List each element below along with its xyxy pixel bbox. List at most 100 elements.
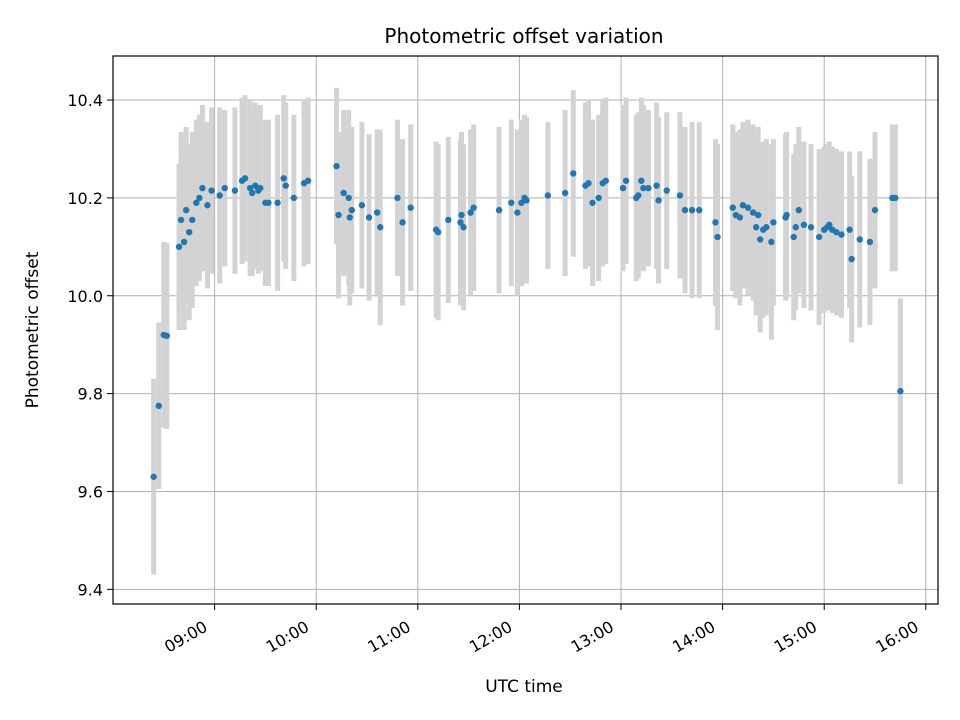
data-point bbox=[155, 402, 162, 410]
data-point bbox=[749, 209, 757, 216]
data-point bbox=[756, 236, 764, 243]
data-point bbox=[163, 332, 171, 340]
data-point bbox=[365, 214, 373, 221]
data-point bbox=[470, 204, 477, 211]
data-point bbox=[752, 224, 760, 231]
data-point bbox=[265, 199, 272, 206]
data-point bbox=[795, 206, 803, 214]
data-point bbox=[688, 206, 696, 214]
data-point bbox=[274, 199, 281, 206]
data-point bbox=[871, 206, 879, 214]
data-point bbox=[807, 224, 815, 231]
data-point bbox=[815, 233, 823, 241]
data-point bbox=[638, 177, 645, 184]
data-point bbox=[846, 226, 853, 233]
data-point bbox=[373, 209, 381, 216]
data-point bbox=[290, 194, 298, 202]
data-point bbox=[768, 238, 775, 246]
data-point bbox=[800, 221, 808, 229]
data-point bbox=[399, 219, 406, 226]
data-point bbox=[739, 202, 747, 209]
data-point bbox=[180, 238, 188, 246]
y-tick-label: 9.4 bbox=[78, 580, 103, 599]
x-tick-label: 15:00 bbox=[771, 617, 820, 657]
data-point bbox=[186, 228, 193, 236]
data-point bbox=[216, 192, 223, 199]
data-point bbox=[838, 231, 845, 238]
data-point bbox=[635, 192, 642, 199]
data-point bbox=[696, 206, 703, 214]
x-axis-title: UTC time bbox=[485, 677, 563, 697]
data-point bbox=[282, 182, 289, 189]
data-point bbox=[208, 187, 215, 194]
data-point bbox=[640, 184, 647, 192]
y-tick-label: 9.6 bbox=[78, 482, 103, 501]
data-point bbox=[445, 216, 452, 224]
data-point bbox=[241, 175, 249, 182]
x-tick-label: 09:00 bbox=[161, 617, 210, 657]
data-point bbox=[602, 177, 609, 184]
data-point bbox=[177, 216, 185, 224]
data-point bbox=[348, 206, 355, 214]
y-tick-label: 9.8 bbox=[78, 385, 103, 404]
data-point bbox=[561, 189, 569, 197]
data-point bbox=[231, 187, 239, 194]
x-tick-label: 10:00 bbox=[263, 617, 312, 657]
x-axis: 09:00 10:00 11:00 12:00 13:00 14:00 15:00 16:00 bbox=[161, 604, 927, 657]
data-point bbox=[358, 202, 366, 209]
data-point bbox=[199, 184, 206, 192]
y-tick-label: 10.0 bbox=[67, 287, 103, 306]
data-point bbox=[514, 209, 521, 216]
data-point bbox=[257, 184, 264, 192]
data-point bbox=[248, 189, 256, 197]
data-point bbox=[221, 184, 228, 192]
data-point bbox=[377, 224, 384, 231]
data-point bbox=[189, 216, 196, 224]
y-tick-label: 10.2 bbox=[67, 189, 103, 208]
data-point bbox=[729, 204, 736, 211]
y-tick-label: 10.4 bbox=[67, 91, 103, 110]
data-point bbox=[595, 194, 602, 202]
data-point bbox=[754, 211, 762, 219]
x-tick-label: 11:00 bbox=[364, 617, 413, 657]
point-layer bbox=[150, 162, 904, 480]
data-point bbox=[866, 238, 874, 246]
y-axis: 9.4 9.6 9.8 10.0 10.2 10.4 bbox=[67, 91, 113, 599]
data-point bbox=[848, 255, 855, 263]
data-point bbox=[585, 180, 592, 187]
data-point bbox=[458, 211, 465, 219]
data-point bbox=[508, 199, 515, 206]
data-point bbox=[434, 228, 442, 236]
data-point bbox=[653, 182, 660, 189]
data-point bbox=[246, 184, 254, 192]
chart-title: Photometric offset variation bbox=[384, 24, 663, 48]
data-point bbox=[304, 177, 312, 184]
data-point bbox=[744, 204, 752, 211]
data-point bbox=[712, 219, 719, 226]
data-point bbox=[523, 197, 530, 204]
data-point bbox=[570, 170, 577, 177]
data-point bbox=[622, 177, 630, 184]
data-point bbox=[833, 228, 840, 236]
data-point bbox=[736, 214, 744, 221]
data-point bbox=[280, 175, 287, 182]
data-point bbox=[645, 184, 652, 192]
data-point bbox=[763, 224, 770, 231]
data-point bbox=[467, 209, 474, 216]
data-point bbox=[681, 206, 689, 214]
data-point bbox=[335, 211, 342, 219]
data-point bbox=[589, 199, 596, 206]
data-point bbox=[340, 189, 347, 197]
data-point bbox=[457, 219, 464, 226]
data-point bbox=[792, 224, 799, 231]
data-point bbox=[856, 236, 863, 243]
data-point bbox=[196, 194, 203, 202]
data-point bbox=[544, 192, 552, 199]
data-point bbox=[619, 184, 627, 192]
data-point bbox=[252, 182, 259, 189]
data-point bbox=[655, 197, 662, 204]
data-point bbox=[175, 243, 183, 251]
data-point bbox=[394, 194, 401, 202]
data-point bbox=[182, 206, 190, 214]
